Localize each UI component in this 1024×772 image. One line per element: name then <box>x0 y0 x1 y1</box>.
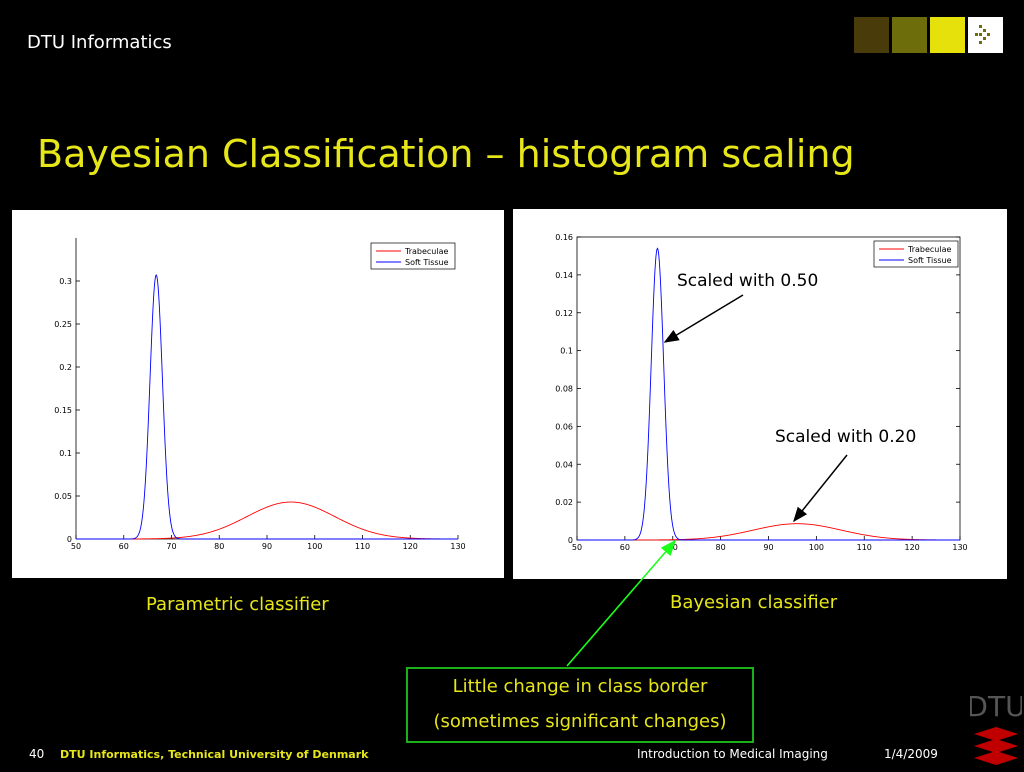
logo-square-olive <box>892 17 927 53</box>
legend-label: Soft Tissue <box>908 256 952 265</box>
y-tick-label: 0.12 <box>555 309 573 318</box>
x-tick-label: 70 <box>166 542 176 551</box>
x-tick-label: 120 <box>403 542 418 551</box>
footer-date: 1/4/2009 <box>884 747 938 761</box>
x-tick-label: 70 <box>668 543 678 552</box>
y-tick-label: 0.25 <box>54 320 72 329</box>
parametric-chart: 50 60 70 80 90 100 110 120 130 0 0.05 0.1 0.15 0.2 0.2… <box>54 238 466 551</box>
footer-course: Introduction to Medical Imaging <box>637 747 828 761</box>
slide-title: Bayesian Classification – histogram scal… <box>37 132 855 176</box>
x-tick-label: 110 <box>355 542 370 551</box>
note-line-1: Little change in class border <box>452 676 708 697</box>
y-tick-label: 0.15 <box>54 406 72 415</box>
series-trabeculae <box>577 523 960 541</box>
caption-parametric: Parametric classifier <box>146 594 329 615</box>
x-tick-label: 100 <box>809 543 824 552</box>
x-tick-label: 110 <box>857 543 872 552</box>
series-soft-tissue <box>76 274 458 540</box>
annotation-scaled-020: Scaled with 0.20 <box>775 427 917 447</box>
y-tick-label: 0.2 <box>59 363 72 372</box>
caption-bayesian: Bayesian classifier <box>670 592 838 613</box>
page-number: 40 <box>29 747 45 761</box>
class-border-note: Little change in class border (sometimes… <box>406 667 754 743</box>
dtu-logo-text: DTU <box>970 690 1022 723</box>
series-soft-tissue <box>577 247 960 541</box>
y-tick-label: 0.1 <box>560 347 573 356</box>
y-tick-label: 0 <box>67 535 72 544</box>
x-tick-label: 130 <box>450 542 465 551</box>
arrow-scaled-050 <box>663 294 744 343</box>
x-tick-label: 80 <box>214 542 224 551</box>
chart-legend: Trabeculae Soft Tissue <box>370 242 456 270</box>
x-tick-label: 50 <box>572 543 582 552</box>
y-tick-label: 0.06 <box>555 422 573 431</box>
legend-label: Trabeculae <box>907 245 951 254</box>
legend-label: Trabeculae <box>404 247 448 256</box>
dtu-logo: DTU <box>966 684 1024 768</box>
dtu-logo-crest-icon <box>974 727 1018 765</box>
logo-square-dark <box>854 17 889 53</box>
x-tick-label: 80 <box>716 543 726 552</box>
y-tick-label: 0.16 <box>555 233 573 242</box>
arrow-dots-icon <box>975 25 990 44</box>
footer-institution: DTU Informatics, Technical University of… <box>60 748 369 761</box>
legend-box <box>873 240 959 268</box>
chart-1-plot: 50 60 70 80 90 100 110 120 130 0 0.02 0.04 0.06 0.08 0… <box>555 233 967 552</box>
series-trabeculae <box>76 501 458 540</box>
x-tick-label: 60 <box>620 543 630 552</box>
y-tick-label: 0 <box>568 536 573 545</box>
x-tick-label: 120 <box>904 543 919 552</box>
note-line-2: (sometimes significant changes) <box>433 711 727 732</box>
y-tick-label: 0.3 <box>59 277 72 286</box>
y-tick-label: 0.05 <box>54 492 72 501</box>
parametric-chart-panel: 50 60 70 80 90 100 110 120 130 0 0.05 0.1 0.15 0.2 0.2… <box>12 210 504 578</box>
y-tick-label: 0.04 <box>555 460 573 469</box>
y-tick-label: 0.08 <box>555 385 573 394</box>
annotation-scaled-050: Scaled with 0.50 <box>677 271 819 291</box>
chart-legend: Trabeculae Soft Tissue <box>873 240 959 268</box>
x-tick-label: 100 <box>307 542 322 551</box>
chart-0-plot: 50 60 70 80 90 100 110 120 130 0 0.05 0.1 0.15 0.2 0.2… <box>54 238 466 551</box>
y-tick-label: 0.14 <box>555 271 573 280</box>
x-tick-label: 90 <box>262 542 272 551</box>
logo-square-white <box>968 17 1003 53</box>
x-tick-label: 90 <box>763 543 773 552</box>
legend-label: Soft Tissue <box>405 258 449 267</box>
x-tick-label: 130 <box>952 543 967 552</box>
org-name: DTU Informatics <box>27 32 172 53</box>
legend-box <box>370 242 456 270</box>
x-tick-label: 50 <box>71 542 81 551</box>
y-tick-label: 0.02 <box>555 498 573 507</box>
arrow-scaled-020 <box>793 454 848 523</box>
bayesian-chart-panel: 50 60 70 80 90 100 110 120 130 0 0.02 0.04 0.06 0.08 0… <box>513 209 1007 579</box>
y-tick-label: 0.1 <box>59 449 72 458</box>
logo-square-yellow <box>930 17 965 53</box>
bayesian-chart: 50 60 70 80 90 100 110 120 130 0 0.02 0.04 0.06 0.08 0… <box>555 233 967 552</box>
x-tick-label: 60 <box>119 542 129 551</box>
